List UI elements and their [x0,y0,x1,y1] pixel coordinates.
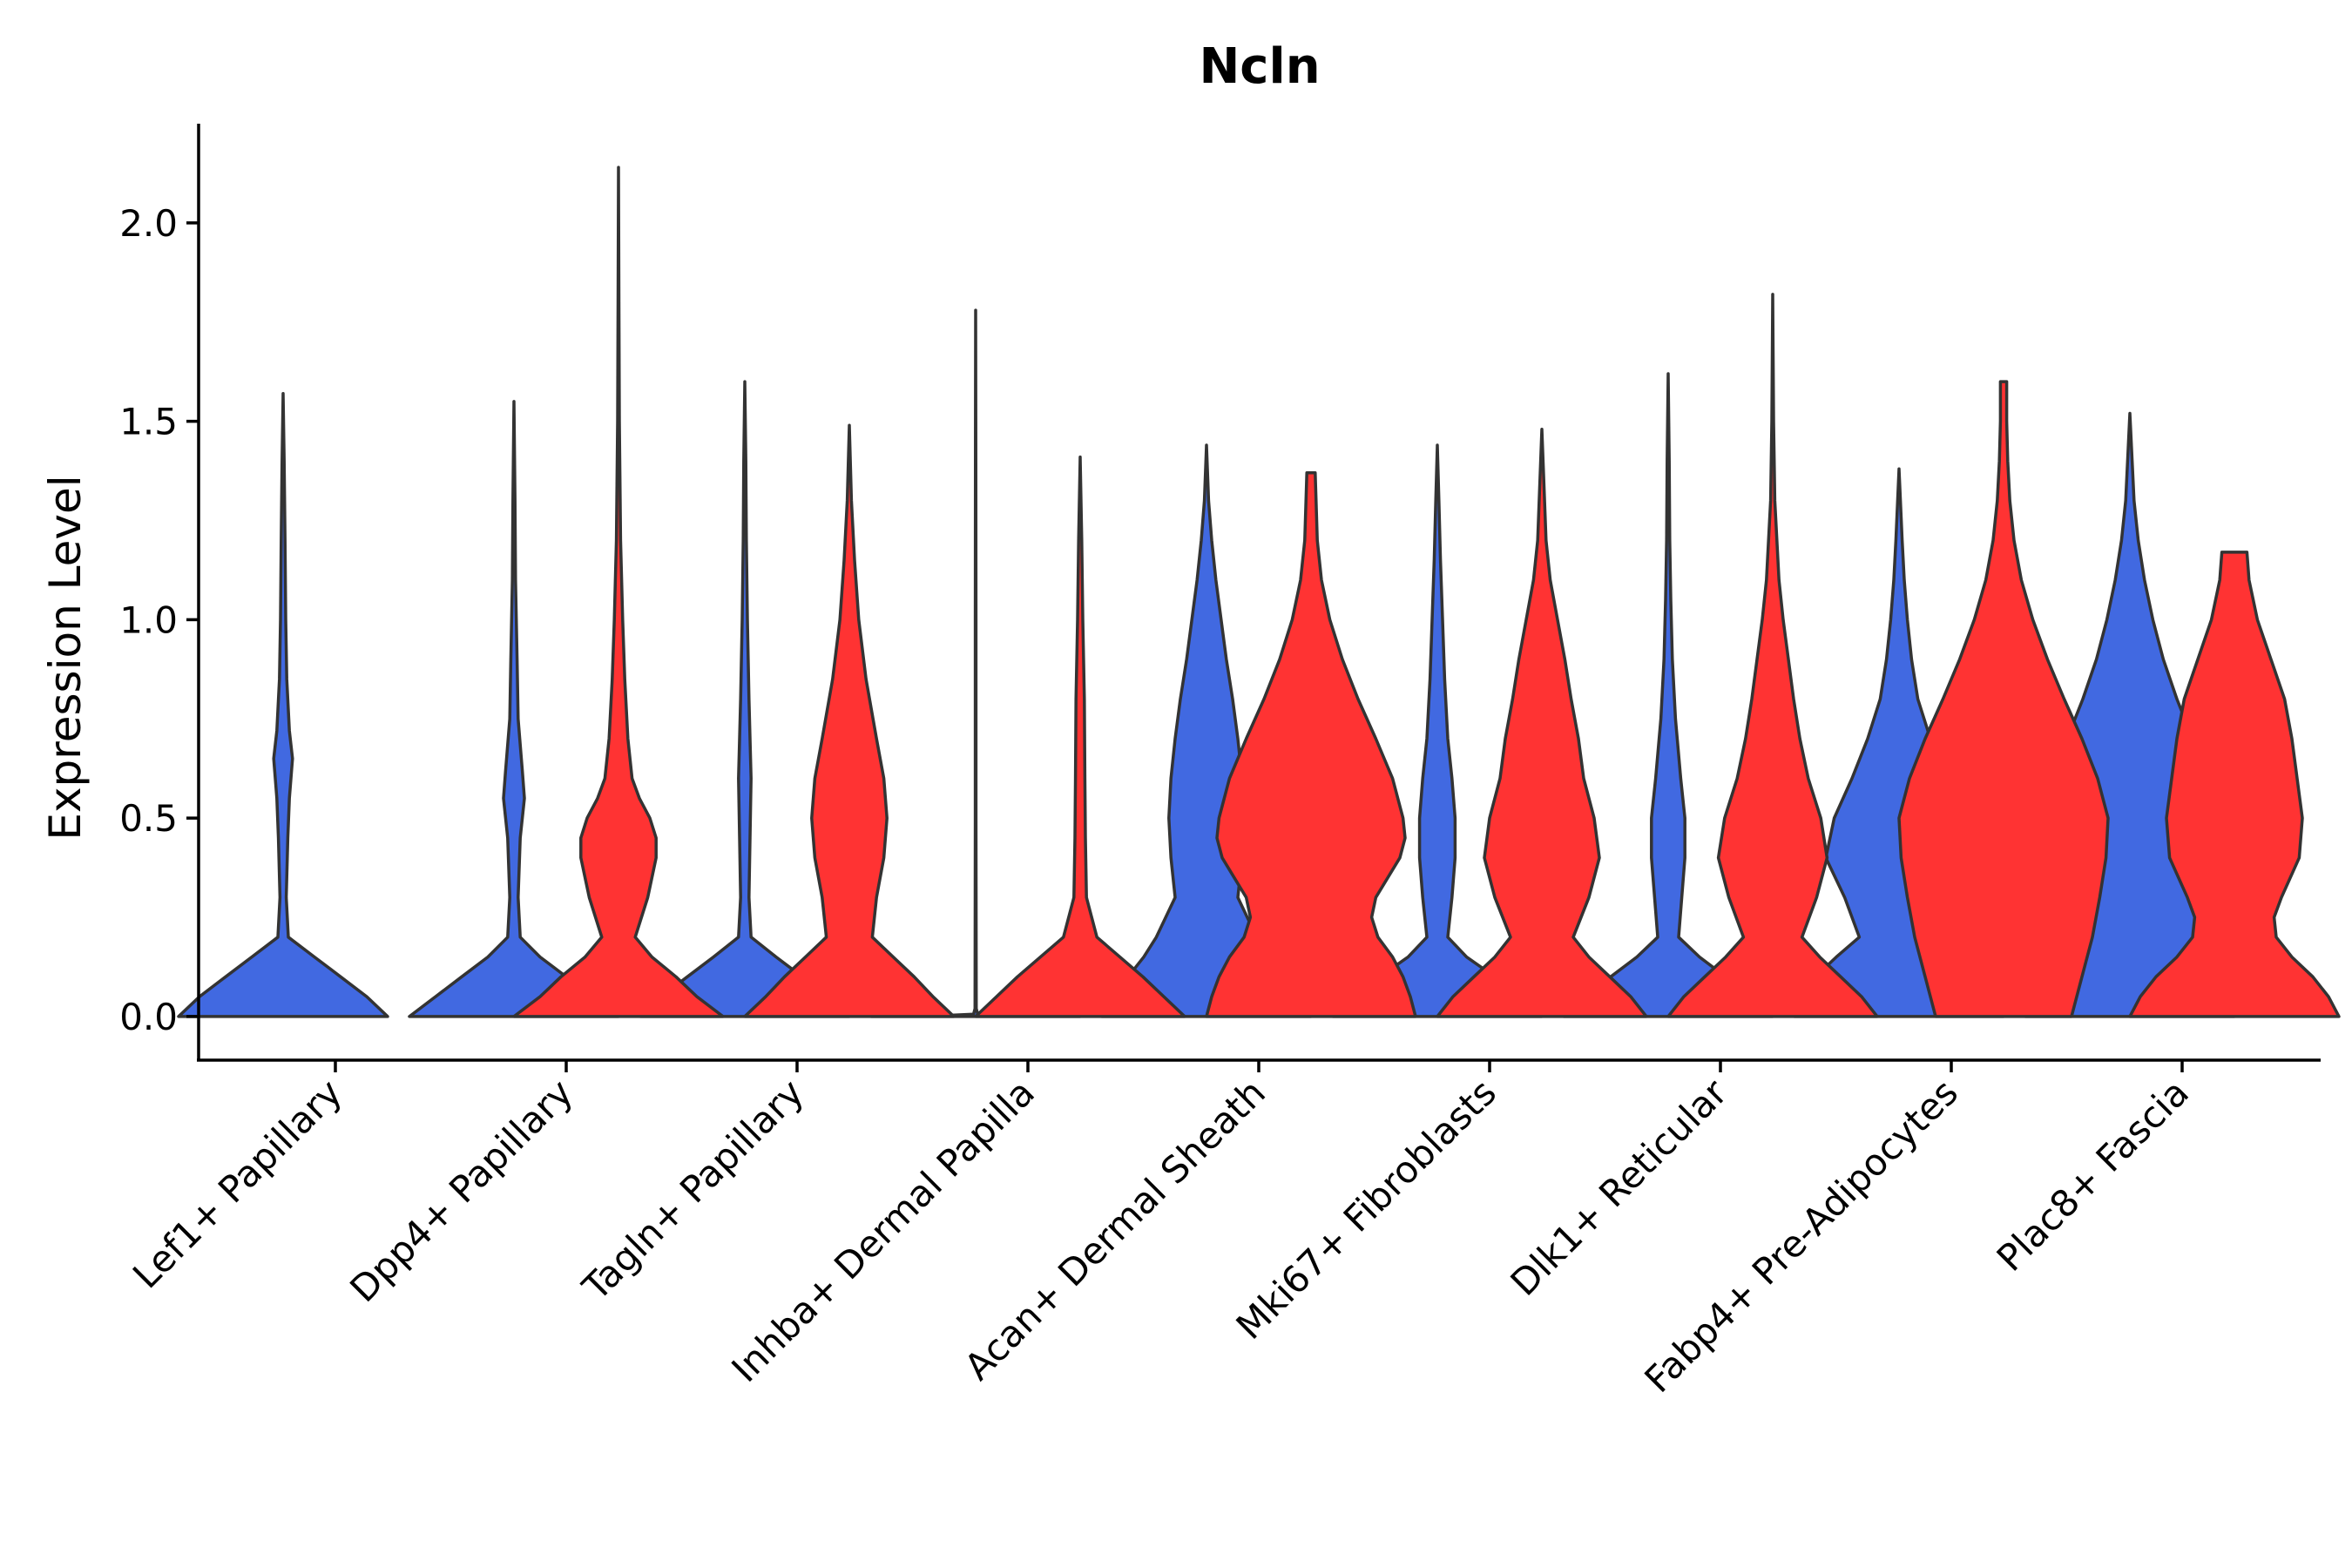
y-tick-label: 2.0 [119,202,178,245]
violin-group1-5 [1331,443,1544,1018]
chart-title: Ncln [1199,38,1320,95]
x-tick-label: Lef1+ Papillary [125,1071,350,1296]
violin-group2-8 [2128,551,2341,1018]
x-tick-label: Mki67+ Fibroblasts [1228,1071,1504,1347]
violin-group2-1 [512,166,725,1018]
violin-group2-7 [1897,380,2110,1018]
x-tick-label: Plac8+ Fascia [1989,1071,2197,1279]
violin-group2-4 [1205,471,1417,1018]
violin-group1-2 [639,380,851,1018]
y-ticks: 0.0 0.5 1.0 1.5 2.0 [119,202,199,1038]
y-axis-label: Expression Level [40,475,91,840]
violin-group2-6 [1666,293,1879,1018]
violin-group1-3 [869,308,1082,1018]
violin-layer [177,166,2341,1018]
x-tick-label: Dpp4+ Papillary [341,1071,581,1310]
violin-group1-1 [408,400,620,1018]
violin-group2-2 [743,423,956,1018]
x-tick-label: Tagln+ Papillary [574,1071,812,1308]
y-tick-label: 0.5 [119,797,178,840]
violin-group2-3 [974,455,1186,1018]
y-tick-label: 1.5 [119,401,178,443]
y-tick-label: 1.0 [119,598,178,641]
x-tick-label: Dlk1+ Reticular [1503,1071,1736,1304]
violin-group2-5 [1436,427,1648,1018]
violin-group1-0 [177,391,389,1018]
violin-group1-6 [1562,372,1774,1018]
y-tick-label: 0.0 [119,996,178,1038]
